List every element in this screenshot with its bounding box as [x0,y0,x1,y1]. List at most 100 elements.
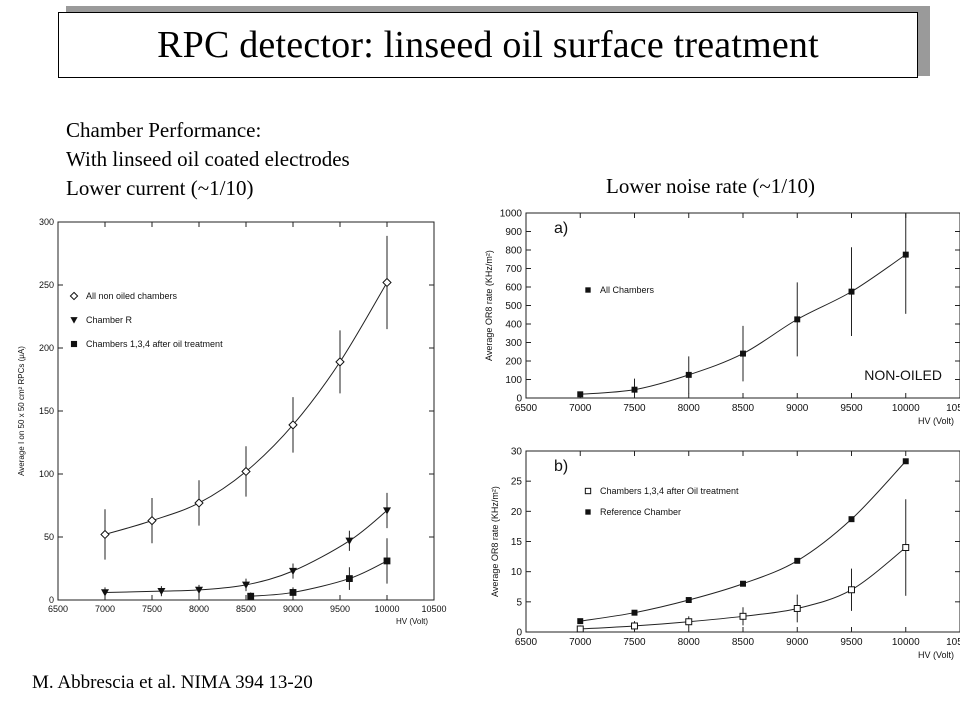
x-tick-label: 9000 [786,637,809,648]
plot-frame [525,450,960,633]
x-tick-label: 9500 [840,403,863,414]
data-point [793,604,801,612]
x-tick-label: 7000 [569,403,592,414]
panel-label: b) [554,458,568,475]
data-point [335,357,345,367]
y-tick-label: 20 [511,507,523,518]
noise-chart-nonoiled: 6500 7000 7500 8000 8500 9000 9500 10000 10500 0 1… [484,209,960,426]
x-tick-label: 7000 [95,604,115,614]
data-point [902,251,909,258]
legend-label: Chambers 1,3,4 after oil treatment [86,339,223,349]
y-tick-label: 100 [39,469,54,479]
y-tick-label: 500 [505,301,522,312]
x-tick-label: 9000 [786,403,809,414]
y-tick-label: 900 [505,227,522,238]
x-tick-label: 9500 [330,604,350,614]
y-axis-label: Average OR8 rate (KHz/m²) [490,486,500,597]
y-tick-label: 100 [505,375,522,386]
x-tick-label: 6500 [48,604,68,614]
data-point [383,557,391,565]
legend: All Chambers [585,285,655,295]
title-box: RPC detector: linseed oil surface treatm… [58,12,918,78]
data-point [902,544,910,552]
x-tick-label: 7000 [569,637,592,648]
y-tick-label: 200 [505,357,522,368]
x-tick-label: 10000 [892,403,920,414]
data-point [740,580,746,587]
noise-caption: Lower noise rate (~1/10) [606,174,816,198]
y-tick-label: 150 [39,406,54,416]
data-point [902,458,909,465]
data-point [577,391,584,398]
data-point [101,589,109,597]
data-point [631,386,638,393]
data-point [147,515,157,526]
y-axis-label: Average OR8 rate (KHz/m²) [484,250,494,361]
data-point [383,507,391,515]
data-point [157,587,166,596]
data-point [346,575,353,582]
legend-label: All Chambers [600,285,655,295]
data-point [740,350,746,357]
y-tick-label: 600 [505,283,522,294]
plot-frame [57,221,435,601]
data-point [739,612,747,620]
y-tick-label: 1000 [500,209,523,220]
x-tick-label: 8500 [732,637,755,648]
x-tick-label: 9500 [840,637,863,648]
legend: Chambers 1,3,4 after Oil treatment Refere… [584,486,739,517]
y-tick-label: 700 [505,264,522,275]
data-point [247,592,255,600]
data-point [194,498,204,508]
data-point [289,567,297,576]
y-axis-label: Average I on 50 x 50 cm² RPCs (µA) [17,346,26,476]
x-tick-label: 10500 [946,403,960,414]
x-axis-label: HV (Volt) [918,416,954,426]
data-point [794,557,801,564]
data-point [241,466,251,477]
y-tick-label: 15 [511,537,523,548]
y-tick-label: 300 [505,338,522,349]
legend: All non oiled chambers Chamber R Chambers … [69,291,223,349]
x-tick-label: 9000 [283,604,303,614]
data-point [848,288,855,295]
data-point [576,625,584,633]
data-point [242,581,250,589]
data-point [848,586,855,594]
x-axis-label: HV (Volt) [918,650,954,660]
data-point [685,597,692,603]
y-tick-label: 0 [516,394,522,405]
data-point [585,509,591,515]
data-point [100,529,110,540]
x-tick-label: 10000 [374,604,399,614]
x-tick-label: 8000 [189,604,209,614]
panel-label: a) [554,220,568,237]
data-point [848,516,855,523]
legend-label: All non oiled chambers [86,291,178,301]
data-point [585,287,591,293]
y-tick-label: 300 [39,217,54,227]
intro-line: With linseed oil coated electrodes [66,147,350,171]
y-tick-label: 5 [516,597,522,608]
data-point [631,609,638,616]
series-line [250,560,388,597]
y-tick-label: 800 [505,246,522,257]
legend-label: Chambers 1,3,4 after Oil treatment [600,486,739,496]
x-tick-label: 10500 [946,637,960,648]
data-point [794,316,801,323]
x-tick-label: 8000 [678,403,701,414]
data-point [345,537,354,545]
data-point [70,317,78,324]
y-tick-label: 50 [44,532,54,542]
y-tick-label: 250 [39,280,54,290]
data-point [382,277,392,288]
legend-label: Reference Chamber [600,507,681,517]
citation: M. Abbrescia et al. NIMA 394 13-20 [32,672,313,693]
data-point [584,487,592,495]
current-chart: 6500 7000 7500 8000 8500 9000 9500 10000 10500 0 5… [17,217,447,626]
x-tick-label: 8000 [678,637,701,648]
y-tick-label: 10 [511,567,523,578]
y-tick-label: 200 [39,343,54,353]
y-tick-label: 25 [511,477,523,488]
